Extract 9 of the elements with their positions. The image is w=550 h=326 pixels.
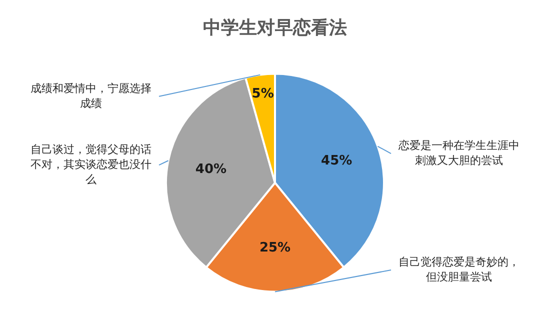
- data-label: 5%: [252, 86, 274, 102]
- data-label: 25%: [259, 240, 291, 256]
- chart-title: 中学生对早恋看法: [203, 17, 347, 38]
- data-label: 40%: [195, 162, 227, 177]
- data-label: 45%: [321, 153, 352, 168]
- slice-label: 恋爱是一种在学生生涯中刺激又大胆的尝试: [398, 138, 520, 167]
- slice-label: 成绩和爱情中，宁愿选择成绩: [30, 82, 152, 110]
- slice-label: 自己觉得恋爱是奇妙的，但没胆量尝试: [398, 255, 520, 284]
- slice-label: 自己谈过，觉得父母的话不对，其实谈恋爱也没什么: [30, 142, 152, 186]
